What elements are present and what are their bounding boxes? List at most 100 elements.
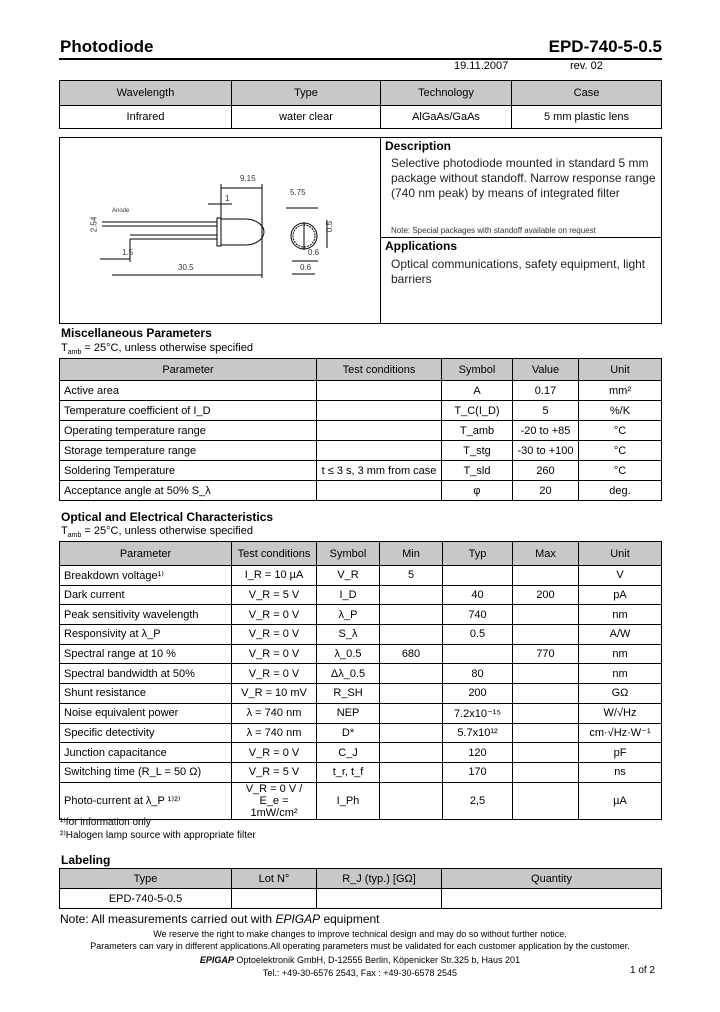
cell — [512, 702, 579, 724]
optical-subtitle: Tamb = 25°C, unless otherwise specified — [61, 525, 253, 540]
cell: 5 — [379, 565, 443, 586]
cell: C_J — [316, 742, 380, 763]
cell: T_stg — [441, 440, 513, 461]
cell: pA — [578, 584, 662, 606]
cell: %/K — [578, 400, 662, 421]
cell — [512, 663, 579, 685]
cell: Storage temperature range — [59, 440, 317, 461]
cell: Infrared — [59, 105, 232, 129]
cell — [512, 624, 579, 645]
cell: µA — [578, 781, 662, 820]
cell — [442, 643, 513, 665]
dim-label: 2.54 — [89, 216, 99, 233]
dim-label: 1 — [225, 194, 230, 203]
cell: 200 — [512, 584, 579, 606]
col-header: Typ — [442, 541, 513, 566]
cell — [231, 888, 317, 909]
col-header: Parameter — [59, 541, 232, 566]
table-row: Photo-current at λ_P ¹⁾²⁾ V_R = 0 V / E_e… — [59, 781, 662, 820]
cell: I_D — [316, 584, 380, 606]
dim-label: 1.5 — [122, 248, 134, 257]
dim-label: 9.15 — [240, 174, 256, 183]
table-row: Spectral bandwidth at 50% V_R = 0 V Δλ_0.5… — [59, 663, 662, 685]
company-brand: EPIGAP — [199, 955, 234, 965]
cell — [379, 781, 443, 820]
cell: Shunt resistance — [59, 683, 232, 704]
cell: T_sld — [441, 460, 513, 481]
col-header: Max — [512, 541, 579, 566]
cell: V_R = 0 V / E_e = 1mW/cm² — [231, 781, 317, 820]
optical-heading: Optical and Electrical Characteristics — [61, 510, 274, 524]
footnote: ²⁾Halogen lamp source with appropriate f… — [60, 830, 256, 841]
table-row: Noise equivalent power λ = 740 nm NEP 7.2x1… — [59, 702, 662, 724]
cell: Acceptance angle at 50% S_λ — [59, 480, 317, 501]
cell: 0.17 — [512, 380, 579, 401]
col-header: Parameter — [59, 358, 317, 381]
col-header: Unit — [578, 541, 662, 566]
cell: cm·√Hz·W⁻¹ — [578, 722, 662, 744]
cell: λ_P — [316, 604, 380, 626]
cell: T_amb — [441, 420, 513, 441]
cell — [316, 888, 442, 909]
cell: 0.5 — [442, 624, 513, 645]
date: 19.11.2007 — [454, 60, 509, 72]
col-header: Unit — [578, 358, 662, 381]
applications-text: Optical communications, safety equipment… — [391, 257, 646, 286]
table-row: Dark current V_R = 5 V I_D 40 200 pA — [59, 584, 662, 606]
cell: Δλ_0.5 — [316, 663, 380, 685]
cell: Specific detectivity — [59, 722, 232, 744]
table-row: Active area A 0.17 mm² — [59, 380, 662, 401]
dim-label: 0.6 — [308, 248, 320, 257]
cell: 740 — [442, 604, 513, 626]
cell: Operating temperature range — [59, 420, 317, 441]
revision: rev. 02 — [570, 60, 603, 72]
info-box: 9.15 1 Anode 5.75 2.54 0.5 0.6 0.6 1.5 3… — [59, 137, 662, 324]
cell: °C — [578, 420, 662, 441]
table-row: Breakdown voltage¹⁾ I_R = 10 µA V_R 5 V — [59, 565, 662, 586]
company-address: EPIGAP Optoelektronik GmbH, D-12555 Berl… — [0, 955, 720, 965]
cell — [512, 742, 579, 763]
cell — [379, 584, 443, 606]
note-text: Note: All measurements carried out with — [60, 912, 276, 926]
cell: λ_0.5 — [316, 643, 380, 665]
col-header: Quantity — [441, 868, 662, 889]
description-note: Note: Special packages with standoff ava… — [391, 226, 596, 235]
cell: water clear — [231, 105, 381, 129]
col-header: Type — [59, 868, 232, 889]
part-number: EPD-740-5-0.5 — [548, 37, 662, 56]
cell — [379, 702, 443, 724]
cell: GΩ — [578, 683, 662, 704]
col-header: Wavelength — [59, 80, 232, 106]
cell: 120 — [442, 742, 513, 763]
cell: Switching time (R_L = 50 Ω) — [59, 761, 232, 783]
disclaimer-1: We reserve the right to make changes to … — [153, 929, 567, 939]
cell — [316, 420, 442, 441]
cell — [379, 604, 443, 626]
cell: Soldering Temperature — [59, 460, 317, 481]
note-text: equipment — [320, 912, 380, 926]
cell: I_Ph — [316, 781, 380, 820]
cell: Breakdown voltage¹⁾ — [59, 565, 232, 586]
footnote: ¹⁾for information only — [60, 817, 151, 828]
col-header: Technology — [380, 80, 512, 106]
col-header: Test conditions — [316, 358, 442, 381]
cell — [512, 683, 579, 704]
cell: V_R — [316, 565, 380, 586]
cell: W/√Hz — [578, 702, 662, 724]
col-header: Lot N° — [231, 868, 317, 889]
cell — [316, 440, 442, 461]
cell: 40 — [442, 584, 513, 606]
anode-label: Anode — [112, 208, 130, 214]
table-row: Operating temperature range T_amb -20 to +… — [59, 420, 662, 441]
cell: -20 to +85 — [512, 420, 579, 441]
cell: φ — [441, 480, 513, 501]
cell: nm — [578, 663, 662, 685]
cell — [316, 380, 442, 401]
optical-table: Parameter Test conditions Symbol Min Typ Max U… — [59, 541, 662, 820]
note-brand: EPIGAP — [275, 912, 321, 926]
cell: °C — [578, 440, 662, 461]
cell: R_SH — [316, 683, 380, 704]
